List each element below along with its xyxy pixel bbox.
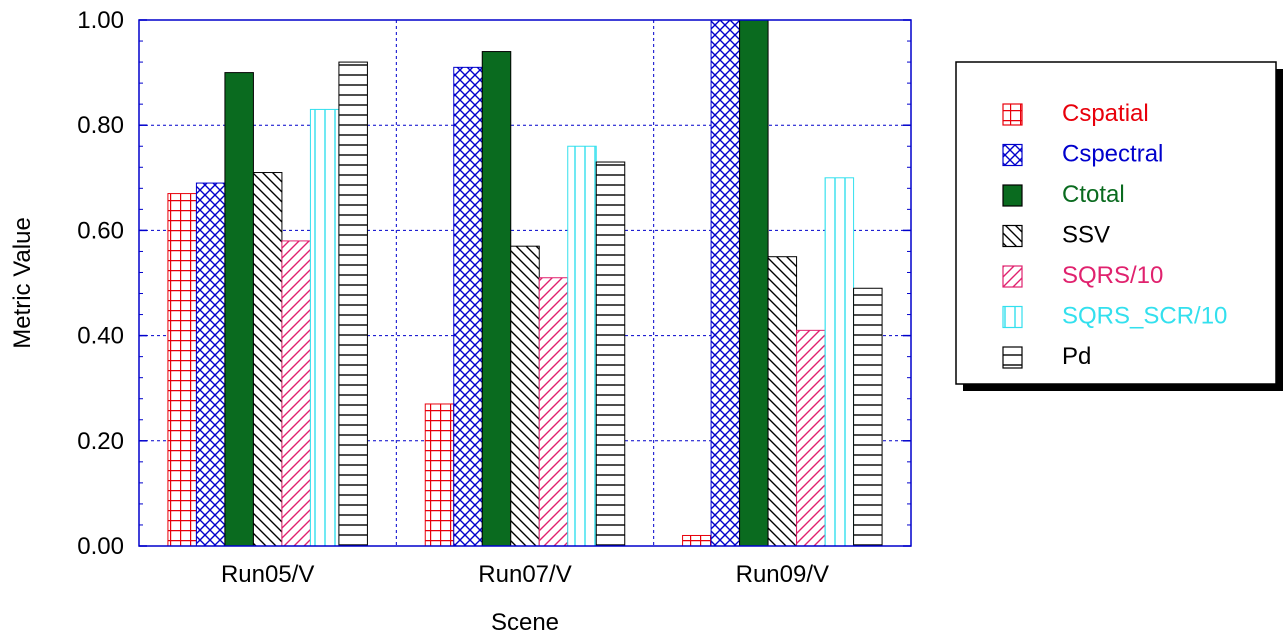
y-tick-label: 1.00 <box>77 7 124 34</box>
x-tick-label: Run07/V <box>478 561 571 588</box>
legend-swatch <box>1002 103 1023 126</box>
bar-sqrs-scr-10-run05-v <box>309 108 340 547</box>
bars <box>167 19 883 547</box>
bar-ctotal-run05-v <box>224 72 254 547</box>
legend-label: Pd <box>1062 343 1091 370</box>
y-tick-label: 0.20 <box>77 428 124 455</box>
y-tick-label: 0.60 <box>77 217 124 244</box>
bar-pd-run05-v <box>338 61 368 547</box>
x-tick-label: Run09/V <box>736 561 829 588</box>
bar-pd-run07-v <box>595 161 626 547</box>
axis-ticks: 0.00 0.20 0.40 0.60 0.80 1.00 Run05/V Run07/V Ru… <box>77 7 911 588</box>
bar-cspatial-run09-v <box>682 534 712 547</box>
y-tick-label: 0.40 <box>77 323 124 350</box>
legend-label: SQRS_SCR/10 <box>1062 303 1227 330</box>
bar-cspectral-run07-v <box>453 66 483 547</box>
bar-sqrs-scr-10-run07-v <box>567 145 597 547</box>
x-axis-title: Scene <box>491 609 559 635</box>
y-tick-label: 0.00 <box>77 533 124 560</box>
bar-cspatial-run07-v <box>424 403 455 547</box>
bar-ssv-run09-v <box>767 256 798 547</box>
bar-sqrs-scr-10-run09-v <box>824 177 855 547</box>
legend-swatch <box>1002 143 1023 167</box>
legend-swatch <box>1002 224 1023 248</box>
bar-cspectral-run09-v <box>710 19 741 547</box>
bar-ssv-run07-v <box>510 245 540 547</box>
bar-ctotal-run07-v <box>481 51 512 547</box>
bar-cspatial-run05-v <box>167 193 197 547</box>
legend-swatch <box>1002 184 1023 207</box>
legend-swatch <box>1002 265 1023 288</box>
legend-label: Cspatial <box>1062 100 1149 127</box>
bar-ssv-run05-v <box>252 172 283 547</box>
legend: Cspatial Cspectral Ctotal SSV SQRS/10 SQRS_SC… <box>955 61 1283 391</box>
bar-pd-run09-v <box>853 287 883 547</box>
legend-label: SSV <box>1062 222 1110 249</box>
bar-sqrs-10-run05-v <box>281 240 311 547</box>
legend-label: Ctotal <box>1062 181 1125 208</box>
x-tick-label: Run05/V <box>221 561 314 588</box>
y-tick-label: 0.80 <box>77 112 124 139</box>
plot-frame <box>138 19 912 547</box>
legend-label: SQRS/10 <box>1062 262 1163 289</box>
bar-cspectral-run05-v <box>195 182 226 547</box>
legend-swatch <box>1002 346 1023 369</box>
bar-sqrs-10-run07-v <box>538 277 569 547</box>
bar-sqrs-10-run09-v <box>796 329 826 547</box>
y-axis-title: Metric Value <box>9 217 36 349</box>
bar-ctotal-run09-v <box>739 19 769 547</box>
legend-label: Cspectral <box>1062 141 1163 168</box>
legend-swatch <box>1002 305 1023 329</box>
